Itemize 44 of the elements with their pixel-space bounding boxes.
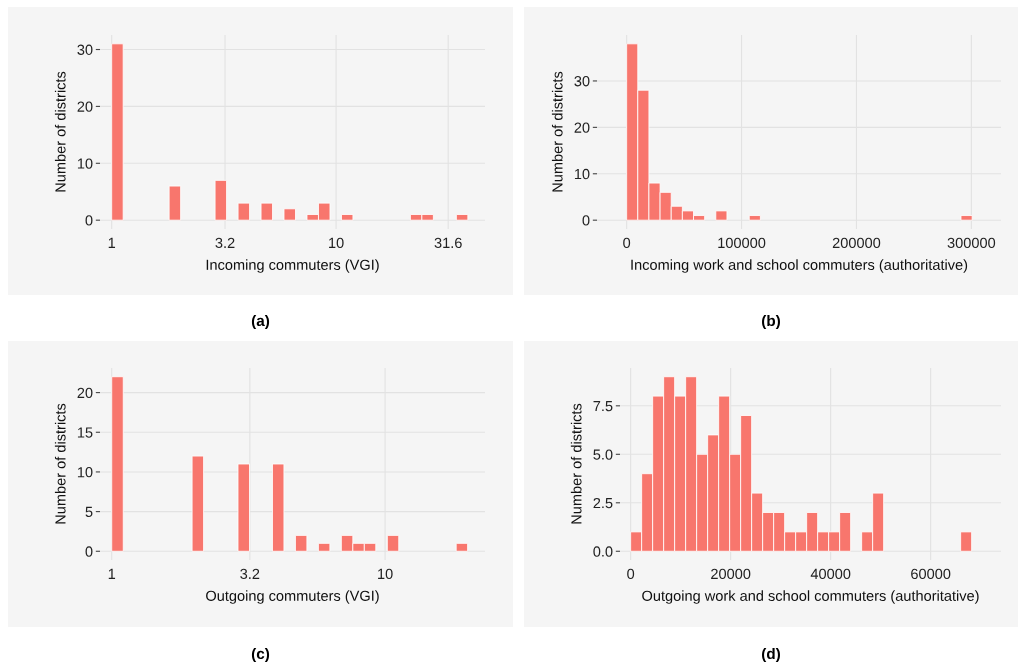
y-tick-label: 30 <box>574 76 590 87</box>
y-tick-label: 7.5 <box>593 401 613 412</box>
y-tick-label: 20 <box>77 101 93 112</box>
y-axis-title: Number of districts <box>570 403 582 524</box>
x-tick-label: 60000 <box>911 568 951 580</box>
y-tick-label: 0.0 <box>593 546 613 557</box>
x-tick-label: 10 <box>378 568 393 580</box>
y-tick-label: 20 <box>77 387 93 399</box>
y-tick-label: 0 <box>85 546 93 557</box>
x-tick-label: 31.6 <box>434 237 462 249</box>
y-tick-label: 15 <box>77 427 93 438</box>
y-tick-label: 0 <box>85 215 93 226</box>
x-tick-label: 40000 <box>810 568 851 580</box>
y-tick-label: 10 <box>574 168 590 180</box>
x-tick-label: 0 <box>623 237 631 249</box>
y-tick-label: 20 <box>574 122 590 133</box>
y-tick-label: 10 <box>77 158 93 169</box>
y-tick-label: 5 <box>85 506 93 518</box>
y-tick-label: 10 <box>77 467 93 478</box>
text: (a) <box>251 314 270 330</box>
y-tick-label: 30 <box>77 44 93 55</box>
x-tick-label: 3.2 <box>215 237 235 249</box>
x-tick-label: 200000 <box>832 237 881 249</box>
text: (b) <box>762 314 780 330</box>
x-tick-label: 0 <box>627 568 635 580</box>
x-tick-label: 10 <box>329 237 344 249</box>
y-tick-label: 5.0 <box>593 449 613 460</box>
x-tick-label: 1 <box>108 237 116 248</box>
y-tick-label: 0 <box>582 215 590 226</box>
x-tick-label: 20000 <box>711 568 751 580</box>
x-axis-title: Outgoing work and school commuters (authoritative) <box>642 590 979 604</box>
x-tick-label: 3.2 <box>240 568 260 580</box>
x-tick-label: 100000 <box>718 237 766 249</box>
y-tick-label: 2.5 <box>593 497 613 509</box>
x-tick-label: 300000 <box>947 237 996 249</box>
x-tick-label: 1 <box>108 568 116 579</box>
y-axis-title: Number of districts <box>551 71 563 192</box>
x-axis-title: Incoming work and school commuters (authoritative) <box>631 259 968 273</box>
x-axis-title: Incoming commuters (VGI) <box>206 259 379 273</box>
x-axis-title: Outgoing commuters (VGI) <box>206 590 379 604</box>
text: (c) <box>251 647 270 663</box>
y-axis-title: Number of districts <box>54 403 66 524</box>
text: (d) <box>762 647 780 663</box>
y-axis-title: Number of districts <box>54 71 66 192</box>
